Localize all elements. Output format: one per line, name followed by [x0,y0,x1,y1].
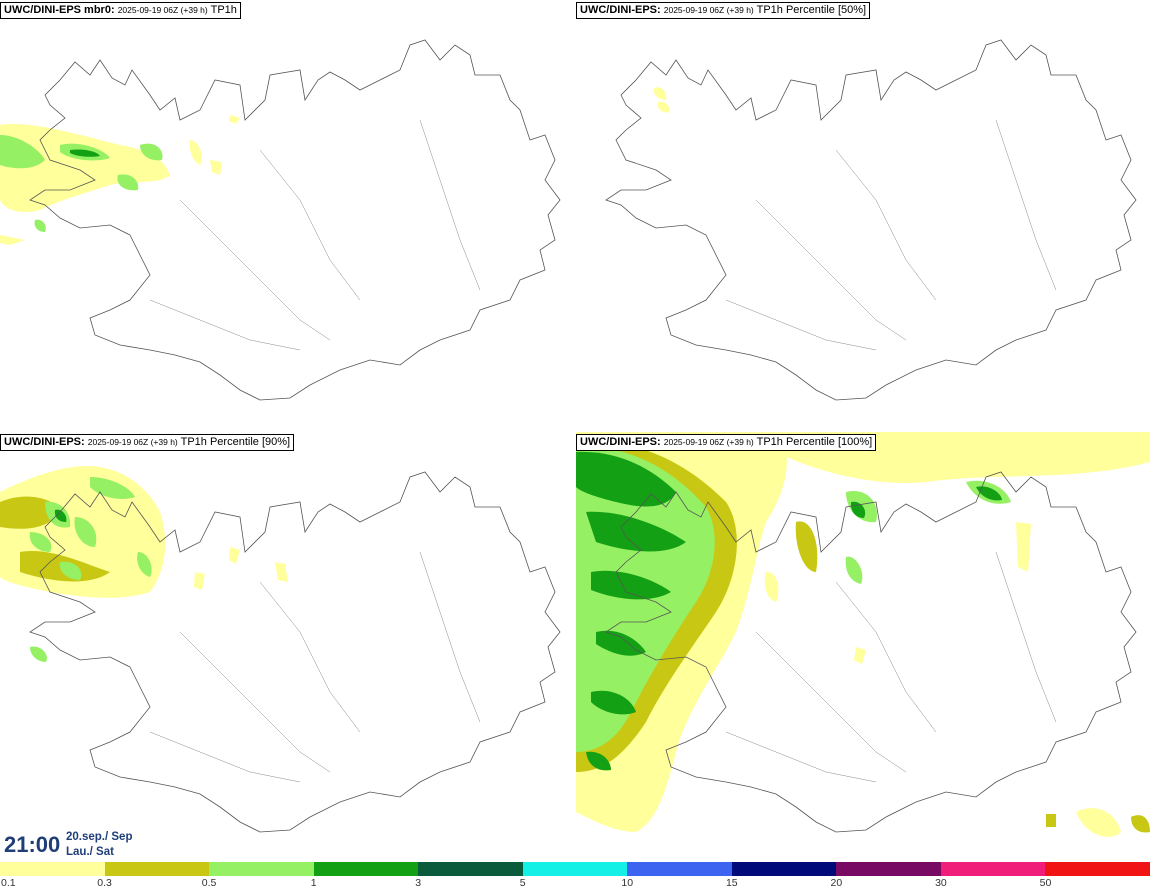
valid-time-box [0,828,140,862]
legend-label: 0.5 [201,877,217,889]
map-panel-p90: UWC/DINI-EPS: 2025-09-19 06Z (+39 h) TP1… [0,432,574,862]
map-panel-p100: UWC/DINI-EPS: 2025-09-19 06Z (+39 h) TP1… [576,432,1150,862]
panel-title: UWC/DINI-EPS mbr0: 2025-09-19 06Z (+39 h… [0,2,241,19]
coastline [29,471,561,833]
precip-areas [0,466,288,662]
panel-model: UWC/DINI-EPS [4,436,81,448]
map-panel-member0: UWC/DINI-EPS mbr0: 2025-09-19 06Z (+39 h… [0,0,574,430]
panel-run: 2025-09-19 06Z (+39 h) [117,5,208,15]
legend-label: 20 [830,877,843,889]
legend-swatch [940,862,1046,876]
coastline [605,471,1137,833]
iceland-map [0,466,561,833]
legend-swatch [522,862,628,876]
panel-run: 2025-09-19 06Z (+39 h) [87,437,178,447]
panel-field: TP1h Percentile [50%] [756,4,867,16]
color-legend: 0.1 0.3 0.5 1 3 5 10 15 20 30 50 [0,862,1150,891]
legend-swatch [1045,862,1150,876]
legend-swatch [836,862,941,876]
legend-swatch [209,862,314,876]
panel-title: UWC/DINI-EPS: 2025-09-19 06Z (+39 h) TP1… [576,2,871,19]
legend-label: 0.1 [1,877,16,889]
panel-field: TP1h [210,4,237,16]
precip-areas [653,87,670,113]
panel-model: UWC/DINI-EPS [580,436,657,448]
valid-weekday: Lau./ Sat [66,846,114,858]
panel-field: TP1h Percentile [90%] [180,436,291,448]
precip-areas [576,432,1150,837]
iceland-map [576,432,1150,837]
iceland-map [605,39,1137,401]
panel-field: TP1h Percentile [100%] [756,436,873,448]
legend-label: 30 [935,877,947,889]
legend-bar [0,862,1150,876]
valid-time: 21:00 [4,832,61,857]
panel-model: UWC/DINI-EPS [580,4,657,16]
legend-swatch [731,862,837,876]
legend-label: 0.3 [97,877,112,889]
precip-areas [0,115,240,245]
rivers-roads [725,551,1057,783]
legend-label: 15 [725,877,738,889]
iceland-map [0,39,561,401]
rivers-roads [149,119,481,351]
legend-swatch [104,862,210,876]
map-panel-p50: UWC/DINI-EPS: 2025-09-19 06Z (+39 h) TP1… [576,0,1150,430]
legend-label: 1 [310,877,317,889]
panel-model: UWC/DINI-EPS mbr0 [4,4,111,16]
legend-swatch [418,862,523,876]
panel-title: UWC/DINI-EPS: 2025-09-19 06Z (+39 h) TP1… [576,434,877,451]
legend-swatch [0,862,105,876]
rivers-roads [149,551,481,783]
panel-title: UWC/DINI-EPS: 2025-09-19 06Z (+39 h) TP1… [0,434,295,451]
legend-label: 5 [519,877,526,889]
legend-label: 3 [415,877,422,889]
valid-date: 20.sep./ Sep [66,831,133,843]
panel-run: 2025-09-19 06Z (+39 h) [663,5,754,15]
legend-swatch [313,862,419,876]
legend-label: 10 [621,877,634,889]
panel-run: 2025-09-19 06Z (+39 h) [663,437,754,447]
rivers-roads [725,119,1057,351]
coastline [605,39,1137,401]
coastline [29,39,561,401]
legend-swatch [627,862,732,876]
legend-label: 50 [1039,877,1052,889]
